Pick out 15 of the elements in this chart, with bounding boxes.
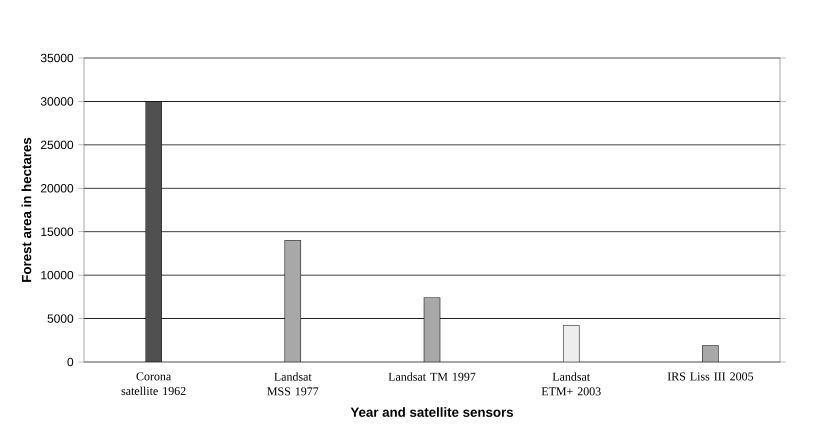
x-tick-label: Landsat ETM+ 2003	[542, 372, 601, 396]
y-tick-label: 10000	[41, 270, 74, 280]
x-tick-label: Landsat TM 1997	[388, 372, 476, 381]
x-tick-label: IRS Liss III 2005	[668, 372, 754, 380]
y-tick-label: 15000	[41, 227, 74, 236]
y-axis-title: Forest area in hectares	[22, 138, 32, 282]
y-tick-label: 0	[67, 358, 74, 366]
y-tick-label: 30000	[40, 97, 74, 106]
y-tick-label: 25000	[41, 140, 74, 150]
y-tick-label: 5000	[48, 314, 74, 323]
x-axis-title: Year and satellite sensors	[350, 407, 514, 417]
x-tick-label: Corona satellite 1962	[122, 372, 186, 396]
y-tick-label: 35000	[40, 54, 74, 62]
y-tick-label: 20000	[41, 184, 74, 193]
x-tick-label: Landsat MSS 1977	[267, 372, 318, 396]
